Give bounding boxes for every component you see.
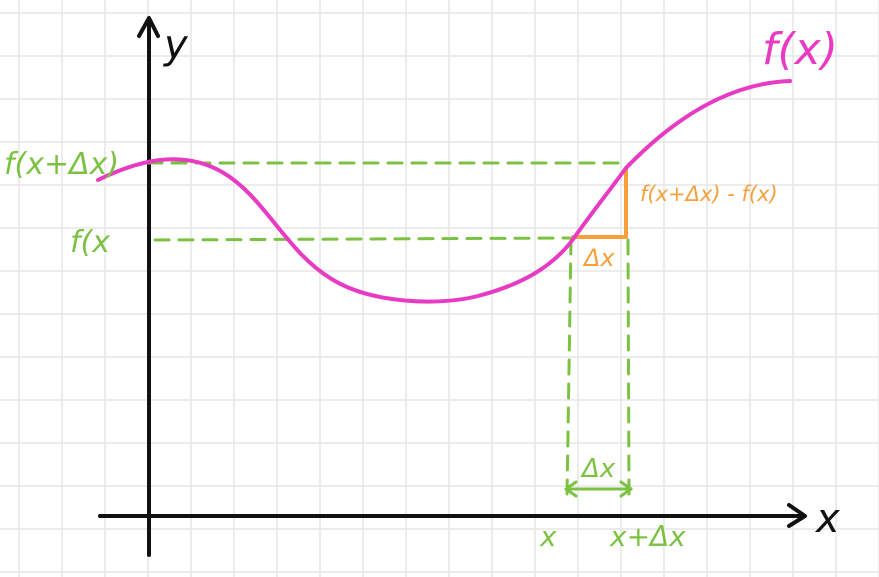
function-curve	[96, 79, 792, 304]
bracket-label: Δx	[580, 454, 616, 484]
triangle-horizontal-label: Δx	[582, 244, 615, 272]
guide-vertical-x-plus-dx	[626, 238, 631, 500]
delta-x-bracket	[564, 480, 633, 498]
triangle-vertical-label: f(x+Δx) - f(x)	[640, 182, 778, 206]
y-axis-arrowhead	[137, 16, 160, 38]
guide-vertical-x	[565, 238, 573, 500]
axes: y x	[98, 16, 840, 557]
label-f-x: f(x	[70, 225, 110, 260]
guide-horizontal-lower	[153, 236, 572, 242]
y-axis-label: y	[163, 22, 189, 68]
label-f-x-plus-dx: f(x+Δx)	[4, 147, 119, 182]
difference-triangle	[571, 166, 628, 239]
x-axis-label: x	[814, 496, 840, 542]
tick-label-x: x	[539, 520, 557, 553]
x-axis-arrowhead	[787, 503, 807, 528]
curve-label: f(x)	[762, 24, 838, 75]
bracket-right-arrowhead	[619, 480, 633, 498]
guide-lines	[146, 161, 631, 500]
bracket-left-arrowhead	[564, 480, 578, 498]
tick-label-x-plus-dx: x+Δx	[609, 520, 686, 553]
